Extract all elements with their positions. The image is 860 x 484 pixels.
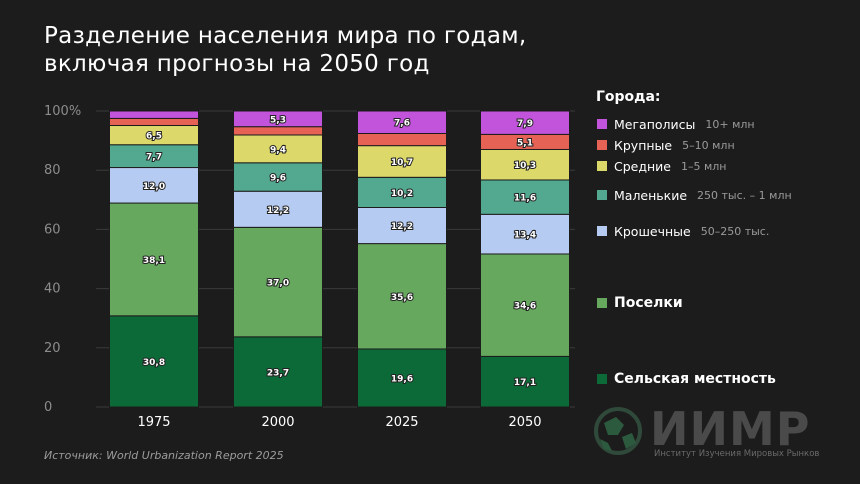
legend-range: 5–10 млн (682, 138, 735, 152)
data-label: 34,6 (514, 302, 536, 312)
legend-swatch (597, 226, 607, 236)
bar-segment (233, 336, 323, 408)
bar-segment (480, 179, 570, 215)
bar-segment (233, 126, 323, 136)
bar-segment (357, 132, 447, 147)
data-label: 11,6 (514, 194, 536, 204)
legend-label: Мегаполисы (614, 116, 696, 132)
legend-label: Сельская местность (614, 371, 776, 387)
data-label: 37,0 (267, 279, 289, 289)
x-tick-label: 2000 (261, 415, 294, 430)
data-label: 23,7 (267, 368, 289, 378)
data-label: 12,0 (143, 182, 165, 192)
y-tick-label: 40 (44, 282, 61, 297)
legend-range: 1–5 млн (680, 159, 727, 173)
data-label: 6,5 (146, 132, 162, 142)
chart-title-line-1: Разделение населения мира по годам, (44, 23, 527, 49)
x-tick-label: 2025 (385, 415, 418, 430)
x-tick-label: 2050 (508, 415, 541, 430)
legend-item: Маленькие 250 тыс. – 1 млн (597, 187, 792, 203)
bar-segment (233, 134, 323, 164)
legend-swatch (597, 298, 607, 308)
bar-segment (109, 202, 199, 317)
legend-range: 50–250 тыс. (700, 224, 770, 238)
data-label: 12,2 (267, 206, 289, 216)
logo-subtitle: Институт Изучения Мировых Рынков (654, 449, 820, 459)
legend-item: Крупные 5–10 млн (597, 137, 735, 153)
legend-label: Крошечные (614, 223, 691, 239)
source-note: Источник: World Urbanization Report 2025 (44, 449, 284, 462)
y-tick-label: 0 (44, 400, 52, 415)
bar-segment (357, 176, 447, 208)
bar-segment (109, 110, 199, 119)
y-tick-label: 20 (44, 341, 61, 356)
legend-label: Маленькие (614, 187, 688, 203)
legend-label: Средние (614, 158, 671, 174)
data-label: 7,9 (517, 119, 533, 129)
legend-item: Средние 1–5 млн (597, 158, 727, 174)
bar-segment (109, 167, 199, 204)
legend-range: 10+ млн (705, 117, 755, 131)
y-tick-label: 100% (44, 104, 81, 119)
legend-swatch (597, 190, 607, 200)
y-tick-label: 60 (44, 222, 61, 237)
data-label: 9,4 (270, 145, 286, 155)
bar-segment (357, 145, 447, 178)
data-label: 13,4 (514, 231, 536, 241)
legend-label: Крупные (614, 137, 673, 153)
data-label: 12,2 (391, 222, 413, 232)
globe-icon (594, 407, 642, 455)
bar-segment (233, 162, 323, 192)
data-label: 7,7 (146, 153, 162, 163)
data-label: 10,7 (391, 158, 413, 168)
bar-segment (109, 117, 199, 127)
data-label: 17,1 (514, 378, 536, 388)
chart-title: Разделение населения мира по годам, вклю… (44, 22, 527, 78)
legend-item: Сельская местность (597, 371, 776, 387)
data-label: 10,3 (514, 161, 536, 171)
bar-segment (357, 206, 447, 245)
bar-segment (233, 226, 323, 338)
bar-segment (480, 110, 570, 135)
data-label: 10,2 (391, 189, 413, 199)
y-tick-label: 80 (44, 163, 61, 178)
data-label: 9,6 (270, 174, 286, 184)
legend-swatch (597, 161, 607, 171)
legend-item: Поселки (597, 295, 683, 311)
legend-item: Крошечные 50–250 тыс. (597, 223, 769, 239)
bar-segment (233, 110, 323, 128)
bar-segment (357, 348, 447, 408)
legend-item: Мегаполисы 10+ млн (597, 116, 755, 132)
legend-swatch (597, 119, 607, 129)
data-label: 5,1 (517, 138, 533, 148)
institute-logo: ИИМР Институт Изучения Мировых Рынков (594, 402, 834, 461)
data-label: 19,6 (391, 374, 413, 384)
data-label: 30,8 (143, 358, 165, 368)
bar-segment (357, 243, 447, 350)
bar-segment (480, 355, 570, 408)
data-label: 7,6 (394, 119, 410, 129)
legend-label: Поселки (614, 295, 683, 311)
legend-swatch (597, 374, 607, 384)
legend-swatch (597, 140, 607, 150)
legend-range: 250 тыс. – 1 млн (697, 188, 792, 202)
bar-segment (357, 110, 447, 134)
x-tick-label: 1975 (137, 415, 170, 430)
data-label: 38,1 (143, 256, 165, 266)
data-label: 35,6 (391, 293, 413, 303)
chart-title-line-2: включая прогнозы на 2050 год (44, 51, 430, 77)
legend-title: Города: (596, 89, 661, 105)
logo-wordmark: ИИМР (650, 402, 811, 456)
data-label: 5,3 (270, 115, 286, 125)
